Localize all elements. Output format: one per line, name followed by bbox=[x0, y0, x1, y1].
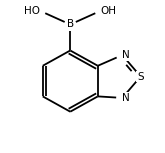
Text: HO: HO bbox=[24, 6, 40, 16]
Text: B: B bbox=[67, 19, 74, 30]
Text: OH: OH bbox=[101, 6, 117, 16]
Text: N: N bbox=[122, 50, 130, 60]
Text: S: S bbox=[137, 71, 144, 82]
Text: N: N bbox=[122, 93, 130, 103]
